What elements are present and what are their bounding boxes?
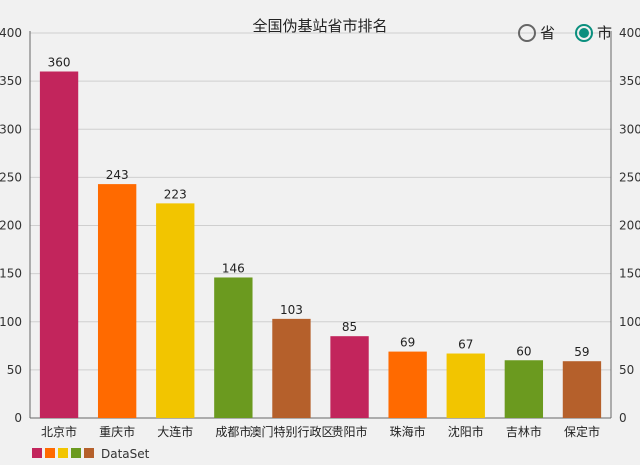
x-tick-4: 澳门特别行政区: [249, 424, 333, 439]
y-tick-left-5: 250: [0, 170, 22, 184]
radio-province-label: 省: [539, 24, 555, 42]
data-label-4: 103: [280, 303, 303, 317]
bar-8: [504, 360, 544, 418]
legend-label: DataSet: [101, 447, 150, 461]
bar-0: [39, 71, 79, 418]
y-tick-left-0: 0: [14, 411, 22, 425]
y-tick-left-6: 300: [0, 122, 22, 136]
chart-title: 全国伪基站省市排名: [252, 17, 387, 35]
legend-swatch-4: [84, 448, 94, 458]
y-tick-left-1: 50: [7, 363, 22, 377]
x-tick-5: 贵阳市: [332, 424, 368, 439]
y-tick-right-1: 50: [619, 363, 634, 377]
y-tick-left-4: 200: [0, 219, 22, 233]
y-tick-right-0: 0: [619, 411, 627, 425]
legend-swatch-2: [58, 448, 68, 458]
y-tick-right-8: 400: [619, 26, 640, 40]
y-tick-left-8: 400: [0, 26, 22, 40]
data-label-0: 360: [48, 56, 71, 70]
y-tick-left-3: 150: [0, 267, 22, 281]
legend-swatch-1: [45, 448, 55, 458]
x-tick-6: 珠海市: [390, 424, 426, 439]
x-tick-9: 保定市: [564, 424, 600, 439]
x-tick-8: 吉林市: [506, 424, 542, 439]
legend-swatch-0: [32, 448, 42, 458]
bar-4: [272, 318, 311, 418]
x-tick-3: 成都市: [215, 424, 251, 439]
data-label-2: 223: [164, 187, 187, 201]
radio-city-label: 市: [596, 24, 612, 42]
legend-swatch-3: [71, 448, 81, 458]
bar-2: [156, 203, 195, 418]
bar-9: [562, 361, 602, 418]
bar-7: [446, 353, 485, 418]
y-tick-right-4: 200: [619, 219, 640, 233]
bar-5: [330, 336, 369, 418]
bar-6: [388, 351, 427, 418]
y-tick-right-7: 350: [619, 74, 640, 88]
y-tick-right-5: 250: [619, 170, 640, 184]
y-tick-right-6: 300: [619, 122, 640, 136]
radio-city-dot: [578, 27, 589, 38]
x-tick-2: 大连市: [157, 424, 193, 439]
data-label-9: 59: [574, 345, 589, 359]
y-tick-left-7: 350: [0, 74, 22, 88]
data-label-3: 146: [222, 261, 245, 275]
bar-3: [214, 277, 253, 418]
radio-province[interactable]: 省: [517, 22, 555, 43]
data-label-8: 60: [516, 344, 531, 358]
x-tick-0: 北京市: [41, 424, 77, 439]
region-toggle: 省 市: [517, 22, 612, 43]
radio-city-circle[interactable]: [574, 23, 593, 42]
x-tick-1: 重庆市: [99, 424, 135, 439]
radio-city[interactable]: 市: [574, 22, 612, 43]
data-label-7: 67: [458, 338, 473, 352]
data-label-1: 243: [106, 168, 129, 182]
bar-1: [97, 184, 137, 418]
y-tick-left-2: 100: [0, 315, 22, 329]
radio-province-circle[interactable]: [517, 23, 536, 42]
y-tick-right-2: 100: [619, 315, 640, 329]
x-tick-7: 沈阳市: [448, 424, 484, 439]
data-label-6: 69: [400, 336, 415, 350]
y-tick-right-3: 150: [619, 267, 640, 281]
data-label-5: 85: [342, 320, 357, 334]
